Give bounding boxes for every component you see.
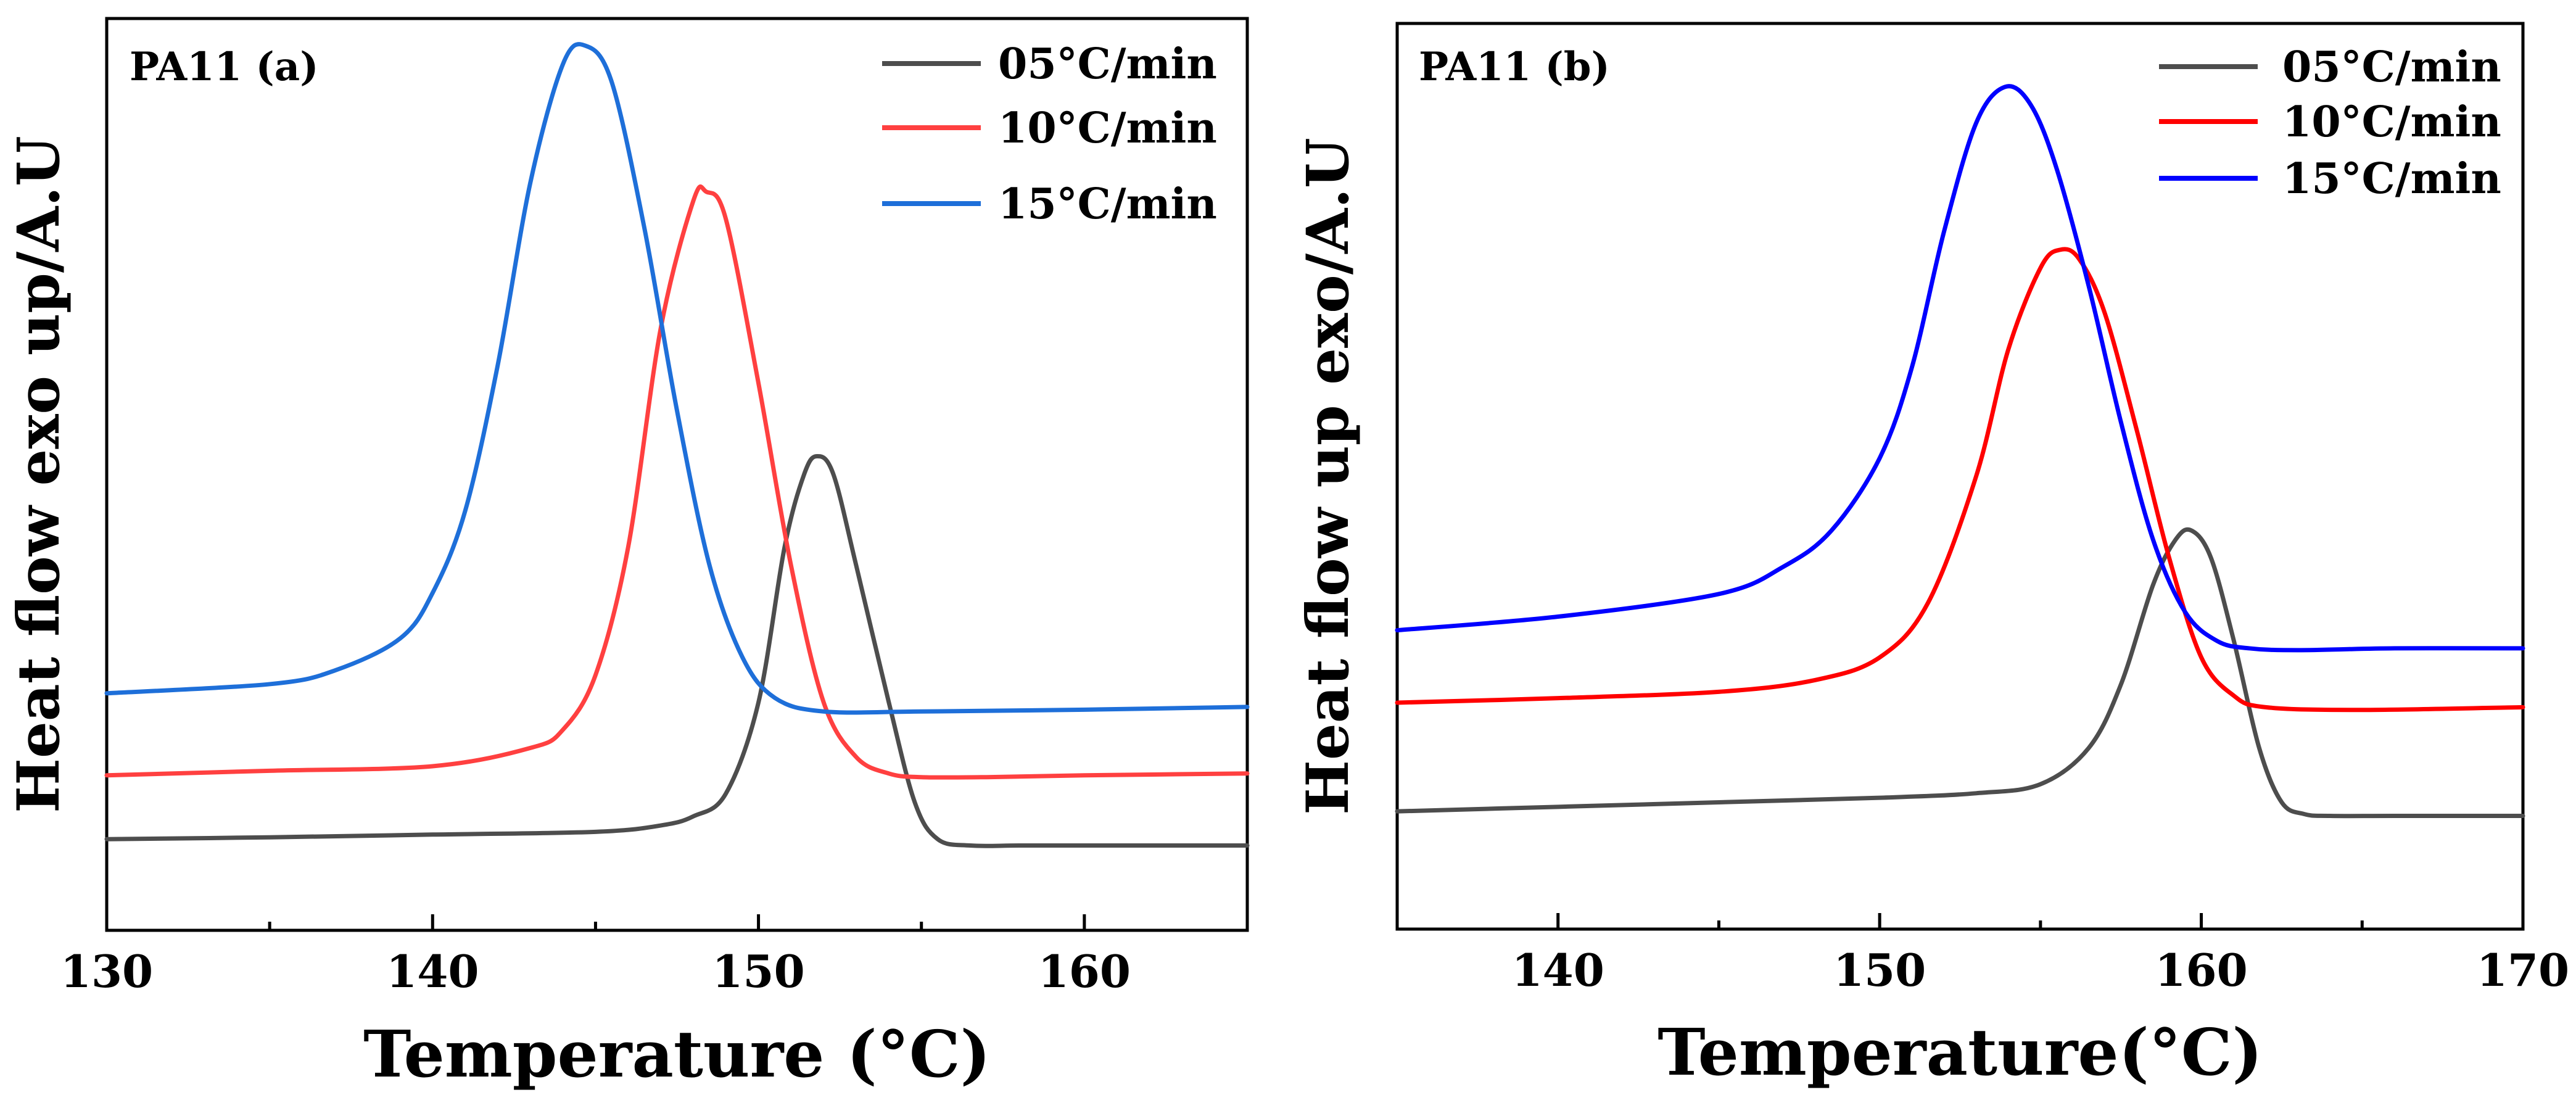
panel-b-x-tick-label: 160 bbox=[2155, 944, 2247, 996]
panel-a-y-axis-label: Heat flow exo up/A.U bbox=[5, 136, 73, 813]
panel-a-x-tick-label: 140 bbox=[386, 945, 479, 998]
panel-b-y-axis-label: Heat flow up exo/A.U bbox=[1294, 138, 1362, 815]
panel-b-label: PA11 (b) bbox=[1419, 44, 1610, 90]
panel-b-x-axis-label: Temperature(°C) bbox=[1657, 1014, 2263, 1090]
panel-a-series-line-1 bbox=[104, 453, 1250, 848]
panel-a-legend-label-3: 15°C/min bbox=[998, 180, 1217, 229]
panel-a-series-line-3 bbox=[104, 42, 1250, 715]
panel-b-plot-frame bbox=[1395, 22, 2525, 931]
panel-a-label: PA11 (a) bbox=[130, 44, 319, 90]
panel-b-legend-label-1: 05°C/min bbox=[2282, 43, 2501, 92]
panel-a-series-line-2 bbox=[104, 184, 1250, 780]
panel-a-x-tick-label: 160 bbox=[1038, 945, 1131, 998]
panel-b-legend-label-3: 15°C/min bbox=[2282, 154, 2501, 204]
panel-a-x-tick-label: 130 bbox=[60, 945, 153, 998]
panel-b-x-tick-label: 170 bbox=[2477, 944, 2569, 996]
panel-a: 130 140 150 160 05°C/min 10°C/min 15°C/min PA11… bbox=[5, 17, 1250, 1092]
panel-a-x-tick-label: 150 bbox=[712, 945, 804, 998]
panel-b-series-line-3 bbox=[1395, 84, 2525, 653]
panel-b-legend-label-2: 10°C/min bbox=[2282, 97, 2501, 147]
panel-b-series-line-2 bbox=[1395, 247, 2525, 713]
panel-b-x-tick-label: 140 bbox=[1512, 944, 1604, 996]
panel-a-plot-frame bbox=[105, 17, 1249, 932]
panel-a-legend-label-2: 10°C/min bbox=[998, 104, 1217, 153]
panel-b-x-tick-label: 150 bbox=[1833, 944, 1926, 996]
panel-a-legend-label-1: 05°C/min bbox=[998, 39, 1217, 89]
panel-b-series-line-1 bbox=[1395, 527, 2525, 819]
panel-a-x-axis-label: Temperature (°C) bbox=[363, 1016, 991, 1092]
panel-b: 140 150 160 170 05°C/min 10°C/min 15°C/min PA11… bbox=[1294, 22, 2569, 1090]
